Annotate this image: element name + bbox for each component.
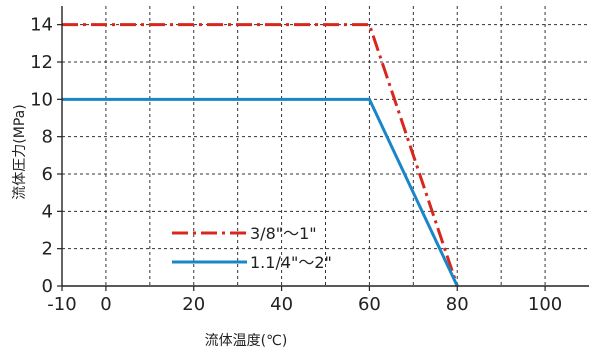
y-tick-label: 14	[30, 15, 53, 36]
y-tick-label: 12	[30, 52, 53, 73]
legend-label-series-2: 1.1/4"〜2"	[250, 253, 332, 272]
x-tick-label: 100	[528, 294, 562, 315]
y-tick-label: 4	[42, 201, 53, 222]
series-lines	[62, 23, 459, 287]
x-tick-label: 80	[446, 294, 469, 315]
grid	[62, 6, 589, 286]
y-tick-label: 8	[42, 127, 53, 148]
x-tick-label: 0	[100, 294, 111, 315]
y-axis-title: 流体圧力(MPa)	[12, 104, 28, 199]
axes	[57, 6, 589, 291]
y-tick-label: 0	[42, 276, 53, 297]
x-tick-label: 60	[358, 294, 381, 315]
y-tick-label: 10	[30, 89, 53, 110]
legend: 3/8"〜1" 1.1/4"〜2"	[172, 224, 332, 272]
x-tick-label: 40	[270, 294, 293, 315]
x-axis-title: 流体温度(℃)	[205, 333, 288, 349]
y-tick-label: 6	[42, 164, 53, 185]
x-tick-label: 20	[182, 294, 205, 315]
x-tick-label: -10	[47, 294, 76, 315]
y-tick-label: 2	[42, 239, 53, 260]
legend-label-series-1: 3/8"〜1"	[250, 224, 317, 243]
series-line-2	[62, 97, 459, 287]
series-line-1	[62, 23, 459, 287]
